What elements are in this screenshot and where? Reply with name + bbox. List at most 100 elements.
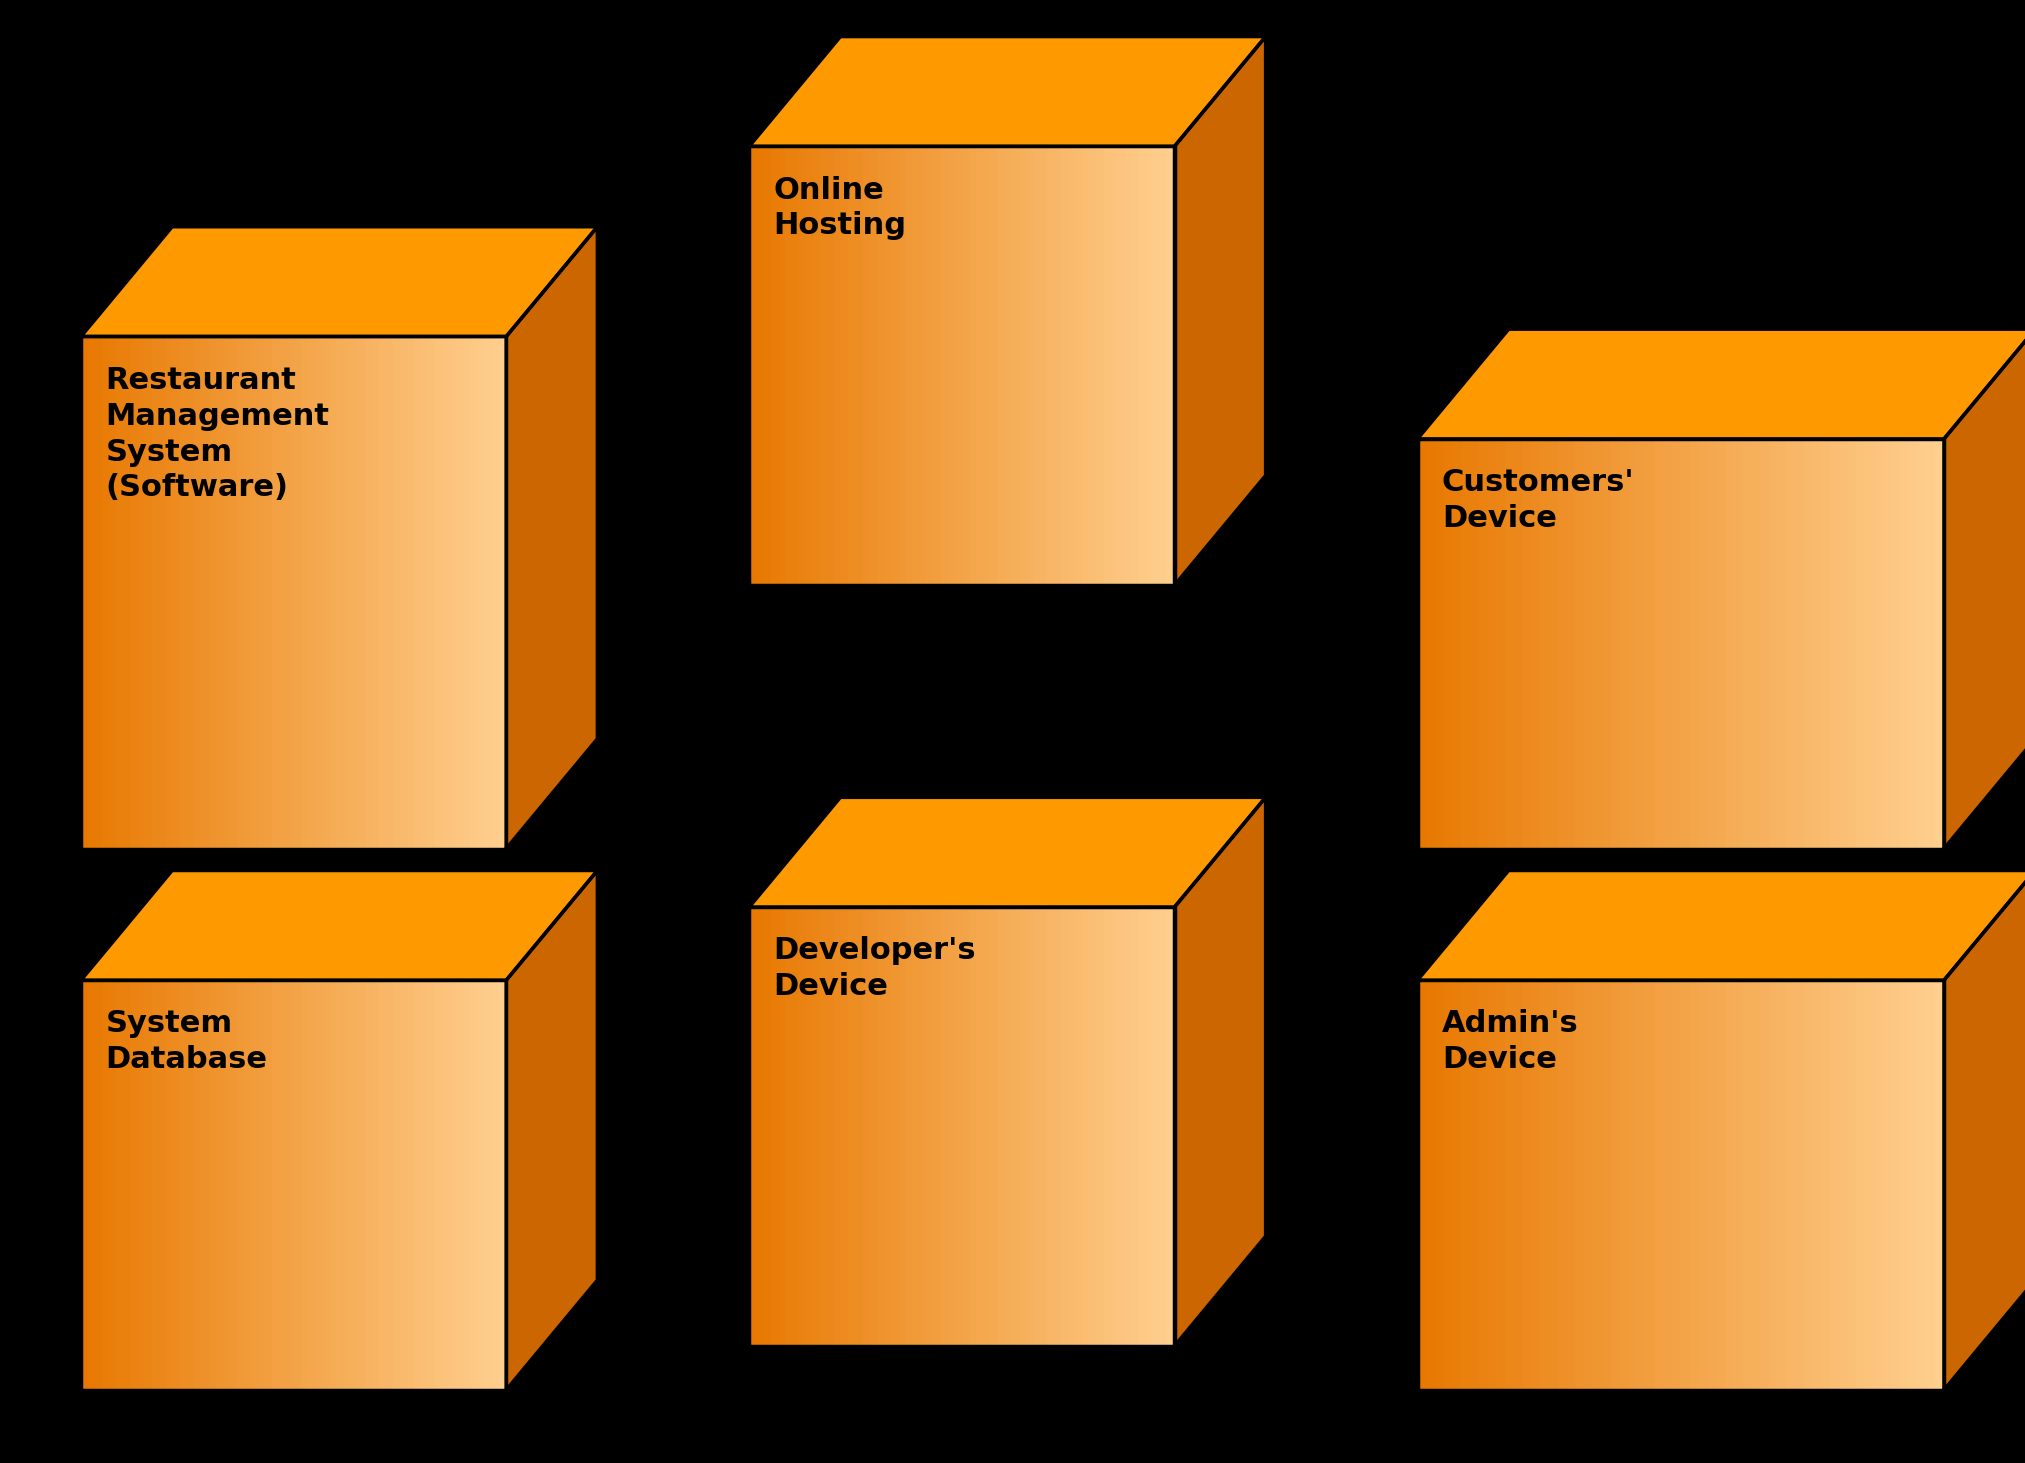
Polygon shape (130, 336, 138, 849)
Text: Customers'
Device: Customers' Device (1442, 468, 1634, 533)
Polygon shape (316, 336, 322, 849)
Polygon shape (229, 336, 237, 849)
Polygon shape (373, 980, 379, 1390)
Polygon shape (1146, 146, 1152, 585)
Polygon shape (899, 146, 905, 585)
Polygon shape (302, 980, 308, 1390)
Polygon shape (990, 907, 996, 1346)
Polygon shape (855, 907, 863, 1346)
Polygon shape (1089, 146, 1098, 585)
Polygon shape (259, 336, 265, 849)
Polygon shape (506, 227, 597, 849)
Polygon shape (1515, 980, 1523, 1390)
Polygon shape (1847, 439, 1857, 849)
Polygon shape (1010, 907, 1019, 1346)
Polygon shape (89, 336, 95, 849)
Polygon shape (344, 980, 350, 1390)
Polygon shape (1733, 439, 1741, 849)
Polygon shape (806, 907, 812, 1346)
Polygon shape (364, 336, 373, 849)
Polygon shape (1899, 980, 1910, 1390)
Polygon shape (905, 146, 911, 585)
Polygon shape (1138, 907, 1146, 1346)
Polygon shape (166, 980, 172, 1390)
Polygon shape (243, 336, 251, 849)
Polygon shape (1752, 439, 1760, 849)
Polygon shape (786, 907, 792, 1346)
Polygon shape (834, 907, 842, 1346)
Polygon shape (441, 336, 450, 849)
Polygon shape (288, 980, 294, 1390)
Polygon shape (778, 146, 786, 585)
Polygon shape (749, 37, 1266, 146)
Polygon shape (1944, 329, 2025, 849)
Polygon shape (288, 336, 294, 849)
Polygon shape (1152, 907, 1160, 1346)
Polygon shape (1025, 907, 1033, 1346)
Polygon shape (1663, 980, 1673, 1390)
Polygon shape (498, 336, 506, 849)
Polygon shape (115, 980, 124, 1390)
Polygon shape (322, 980, 328, 1390)
Polygon shape (1061, 146, 1069, 585)
Polygon shape (336, 336, 344, 849)
Polygon shape (95, 980, 101, 1390)
Polygon shape (1160, 146, 1168, 585)
Polygon shape (1132, 146, 1138, 585)
Polygon shape (492, 336, 498, 849)
Polygon shape (1715, 980, 1725, 1390)
Polygon shape (749, 146, 757, 585)
Polygon shape (373, 336, 379, 849)
Polygon shape (1839, 980, 1847, 1390)
Polygon shape (1418, 329, 2025, 439)
Polygon shape (1531, 980, 1541, 1390)
Polygon shape (316, 980, 322, 1390)
Polygon shape (1436, 439, 1444, 849)
Polygon shape (1075, 146, 1081, 585)
Polygon shape (81, 980, 89, 1390)
Polygon shape (458, 980, 464, 1390)
Polygon shape (911, 146, 919, 585)
Polygon shape (1602, 439, 1610, 849)
Text: Admin's
Device: Admin's Device (1442, 1009, 1580, 1074)
Polygon shape (95, 336, 101, 849)
Polygon shape (1707, 439, 1715, 849)
Polygon shape (1168, 146, 1174, 585)
Polygon shape (1804, 980, 1812, 1390)
Polygon shape (1689, 439, 1699, 849)
Polygon shape (1033, 146, 1041, 585)
Polygon shape (842, 907, 848, 1346)
Polygon shape (792, 146, 798, 585)
Polygon shape (251, 980, 259, 1390)
Polygon shape (1531, 439, 1541, 849)
Polygon shape (1426, 439, 1436, 849)
Polygon shape (962, 146, 968, 585)
Polygon shape (798, 907, 806, 1346)
Polygon shape (243, 980, 251, 1390)
Polygon shape (308, 336, 316, 849)
Polygon shape (1620, 439, 1628, 849)
Polygon shape (1575, 980, 1584, 1390)
Polygon shape (358, 336, 364, 849)
Polygon shape (1610, 439, 1620, 849)
Polygon shape (1673, 980, 1681, 1390)
Polygon shape (506, 870, 597, 1390)
Polygon shape (871, 907, 877, 1346)
Polygon shape (1541, 980, 1549, 1390)
Polygon shape (1610, 980, 1620, 1390)
Polygon shape (871, 146, 877, 585)
Polygon shape (450, 336, 458, 849)
Polygon shape (934, 907, 940, 1346)
Polygon shape (1047, 907, 1053, 1346)
Polygon shape (209, 336, 215, 849)
Polygon shape (1936, 980, 1944, 1390)
Polygon shape (1654, 980, 1663, 1390)
Polygon shape (302, 336, 308, 849)
Polygon shape (1004, 146, 1010, 585)
Polygon shape (401, 980, 407, 1390)
Polygon shape (820, 146, 826, 585)
Polygon shape (812, 907, 820, 1346)
Polygon shape (1104, 907, 1110, 1346)
Polygon shape (115, 336, 124, 849)
Polygon shape (470, 980, 478, 1390)
